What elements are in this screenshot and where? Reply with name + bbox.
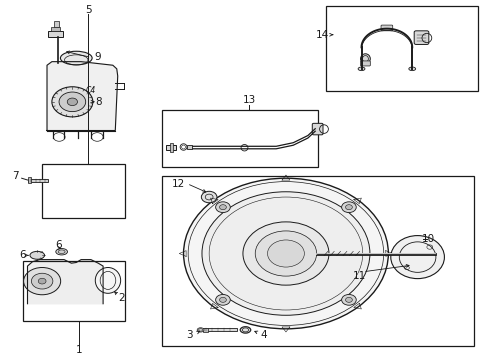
Bar (165, 145, 176, 150)
Circle shape (215, 202, 230, 212)
FancyBboxPatch shape (312, 123, 323, 135)
Ellipse shape (197, 328, 203, 332)
Circle shape (345, 297, 352, 302)
Circle shape (202, 192, 369, 315)
Text: 10: 10 (422, 234, 434, 244)
Text: 7: 7 (12, 171, 19, 181)
Bar (22, 261, 125, 320)
Bar (161, 176, 473, 346)
Text: 2: 2 (118, 293, 124, 303)
Text: 11: 11 (352, 271, 365, 281)
Circle shape (59, 92, 85, 112)
Text: 6: 6 (55, 240, 61, 250)
Circle shape (243, 222, 328, 285)
Ellipse shape (61, 51, 92, 65)
FancyBboxPatch shape (380, 25, 392, 31)
Circle shape (52, 87, 93, 117)
Ellipse shape (360, 54, 369, 64)
Text: 13: 13 (242, 95, 256, 105)
Bar (203, 328, 237, 331)
Bar (48, 31, 63, 37)
Bar (51, 27, 60, 31)
Ellipse shape (408, 67, 415, 71)
Bar (170, 143, 173, 152)
Text: 12: 12 (172, 179, 185, 189)
Circle shape (219, 205, 226, 210)
Ellipse shape (56, 248, 67, 255)
Ellipse shape (240, 327, 250, 333)
Text: 8: 8 (95, 97, 102, 107)
FancyBboxPatch shape (360, 61, 369, 66)
Circle shape (341, 202, 356, 212)
Text: 1: 1 (75, 345, 82, 355)
Ellipse shape (95, 267, 121, 293)
Ellipse shape (390, 235, 444, 279)
Bar (27, 179, 48, 182)
Text: C4: C4 (85, 86, 96, 95)
Circle shape (255, 231, 316, 276)
Text: 3: 3 (186, 330, 193, 340)
Bar (42, 164, 125, 218)
Circle shape (267, 240, 304, 267)
Bar (161, 110, 317, 167)
Polygon shape (27, 260, 103, 304)
Circle shape (201, 191, 217, 203)
Bar (186, 145, 191, 149)
Polygon shape (47, 62, 118, 131)
Circle shape (183, 178, 387, 329)
Text: 6: 6 (19, 250, 25, 260)
Bar (203, 328, 207, 332)
Circle shape (215, 294, 230, 305)
Bar (54, 22, 59, 27)
Ellipse shape (357, 67, 364, 71)
Circle shape (219, 297, 226, 302)
Ellipse shape (30, 251, 44, 259)
Bar (27, 177, 31, 183)
Circle shape (38, 278, 46, 284)
Circle shape (341, 294, 356, 305)
Circle shape (67, 98, 77, 105)
Text: 5: 5 (85, 5, 92, 15)
Bar (326, 6, 477, 91)
Circle shape (31, 273, 53, 289)
Circle shape (23, 267, 61, 295)
Text: 14: 14 (315, 30, 328, 40)
FancyBboxPatch shape (413, 31, 428, 44)
Circle shape (345, 205, 352, 210)
Text: 4: 4 (260, 330, 267, 340)
Text: 9: 9 (94, 52, 101, 62)
